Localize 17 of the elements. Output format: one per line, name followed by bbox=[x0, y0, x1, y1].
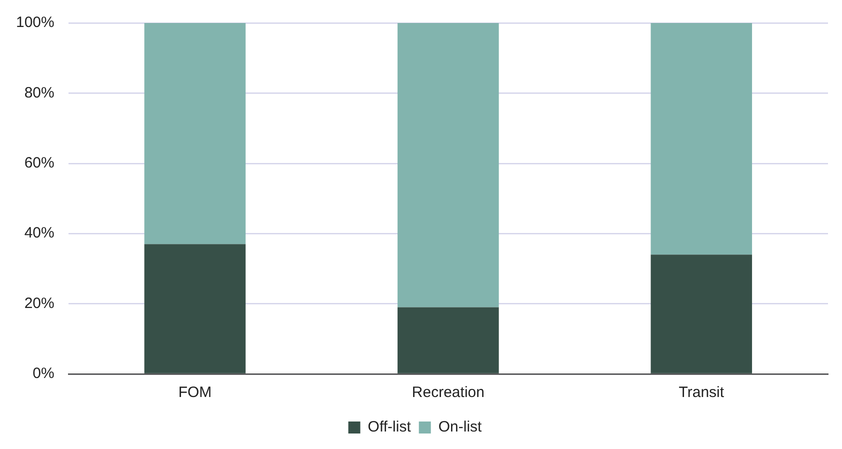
x-tick-label: Transit bbox=[678, 384, 725, 402]
bar bbox=[650, 23, 752, 255]
bar bbox=[398, 23, 499, 308]
y-tick-label: 60% bbox=[24, 154, 54, 172]
y-tick-label: 20% bbox=[24, 294, 54, 312]
legend-label: On-list bbox=[438, 418, 483, 436]
bar bbox=[144, 23, 246, 244]
x-tick-label: Recreation bbox=[412, 384, 484, 402]
y-tick-label: 100% bbox=[16, 14, 54, 32]
legend-label: Off-list bbox=[368, 418, 412, 436]
bar bbox=[144, 244, 246, 374]
bar bbox=[650, 254, 752, 374]
bar bbox=[398, 307, 499, 374]
y-tick-label: 0% bbox=[32, 365, 54, 382]
x-tick-label: FOM bbox=[178, 384, 212, 402]
y-tick-label: 40% bbox=[24, 224, 54, 242]
y-tick-label: 80% bbox=[24, 84, 54, 102]
